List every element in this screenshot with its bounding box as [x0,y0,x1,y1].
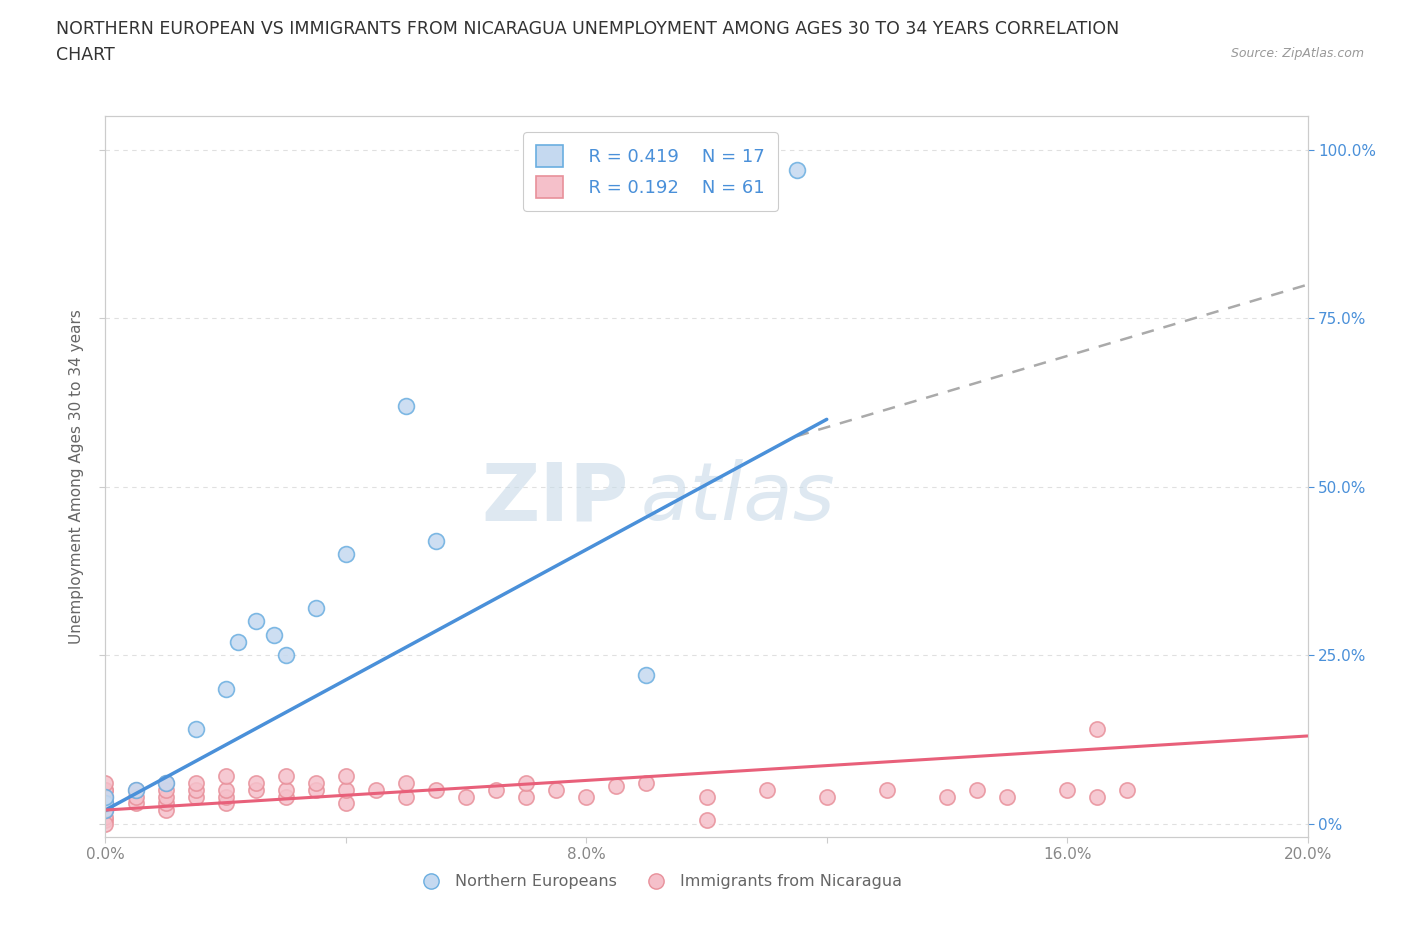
Point [395,790,418,804]
Point [335,782,357,797]
Point [94,790,117,804]
Point [605,779,627,794]
Point [335,547,357,562]
Point [966,782,988,797]
Point [94,796,117,811]
Point [636,776,658,790]
Point [305,776,328,790]
Point [214,782,236,797]
Point [876,782,898,797]
Point [94,803,117,817]
Text: atlas: atlas [640,459,835,538]
Point [936,790,959,804]
Point [226,634,249,649]
Point [454,790,477,804]
Point [94,796,117,811]
Text: NORTHERN EUROPEAN VS IMMIGRANTS FROM NICARAGUA UNEMPLOYMENT AMONG AGES 30 TO 34 : NORTHERN EUROPEAN VS IMMIGRANTS FROM NIC… [56,20,1119,38]
Point [155,790,177,804]
Point [696,790,718,804]
Point [214,682,236,697]
Point [124,782,146,797]
Point [94,796,117,811]
Text: CHART: CHART [56,46,115,64]
Point [124,790,146,804]
Point [305,782,328,797]
Point [94,782,117,797]
Point [636,668,658,683]
Point [335,769,357,784]
Point [245,614,267,629]
Text: ZIP: ZIP [481,459,628,538]
Text: Source: ZipAtlas.com: Source: ZipAtlas.com [1230,46,1364,60]
Point [155,782,177,797]
Point [425,782,447,797]
Point [124,796,146,811]
Point [305,601,328,616]
Point [263,628,285,643]
Point [425,533,447,548]
Point [786,163,808,178]
Point [515,790,537,804]
Point [395,398,418,413]
Point [546,782,568,797]
Point [995,790,1018,804]
Point [696,813,718,828]
Point [815,790,838,804]
Point [94,790,117,804]
Point [335,796,357,811]
Y-axis label: Unemployment Among Ages 30 to 34 years: Unemployment Among Ages 30 to 34 years [69,309,84,644]
Point [155,776,177,790]
Point [94,782,117,797]
Point [94,817,117,831]
Point [1116,782,1139,797]
Point [485,782,508,797]
Point [94,809,117,824]
Point [274,782,297,797]
Point [214,790,236,804]
Legend: Northern Europeans, Immigrants from Nicaragua: Northern Europeans, Immigrants from Nica… [406,867,910,897]
Point [214,796,236,811]
Point [94,813,117,828]
Point [184,782,207,797]
Point [184,790,207,804]
Point [1085,722,1108,737]
Point [94,790,117,804]
Point [274,647,297,662]
Point [1085,790,1108,804]
Point [214,769,236,784]
Point [755,782,778,797]
Point [124,782,146,797]
Point [94,803,117,817]
Point [155,803,177,817]
Point [575,790,598,804]
Point [364,782,387,797]
Point [184,776,207,790]
Point [515,776,537,790]
Point [245,782,267,797]
Point [1056,782,1078,797]
Point [94,776,117,790]
Point [155,796,177,811]
Point [184,722,207,737]
Point [245,776,267,790]
Point [274,769,297,784]
Point [94,803,117,817]
Point [395,776,418,790]
Point [274,790,297,804]
Point [155,776,177,790]
